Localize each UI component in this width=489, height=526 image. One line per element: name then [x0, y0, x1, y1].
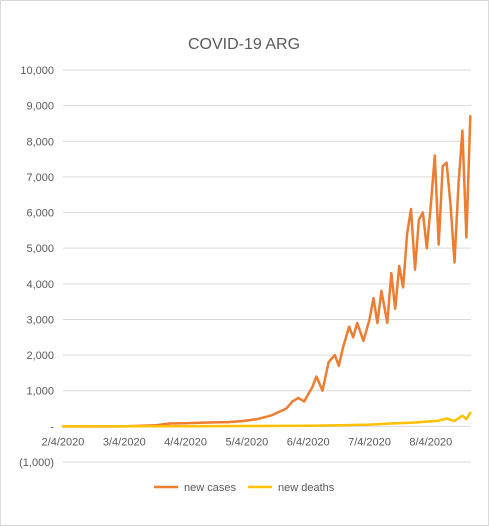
y-tick-label: 10,000 [20, 65, 54, 77]
x-tick-label: 4/4/2020 [164, 436, 207, 448]
x-tick-label: 8/4/2020 [409, 436, 452, 448]
legend-label: new deaths [278, 482, 335, 494]
series-line-new-deaths [61, 411, 472, 428]
y-tick-label: (1,000) [19, 457, 54, 469]
legend-label: new cases [184, 482, 236, 494]
y-tick-label: 5,000 [26, 243, 54, 255]
y-tick-label: 1,000 [26, 386, 54, 398]
y-tick-label: 9,000 [26, 101, 54, 113]
y-tick-label: - [50, 421, 54, 433]
y-tick-label: 6,000 [26, 208, 54, 220]
x-tick-label: 5/4/2020 [225, 436, 268, 448]
y-tick-label: 4,000 [26, 279, 54, 291]
x-tick-label: 3/4/2020 [103, 436, 146, 448]
x-tick-label: 7/4/2020 [348, 436, 391, 448]
y-tick-label: 2,000 [26, 350, 54, 362]
y-tick-label: 8,000 [26, 136, 54, 148]
y-tick-label: 3,000 [26, 314, 54, 326]
x-tick-label: 2/4/2020 [42, 436, 85, 448]
x-tick-label: 6/4/2020 [287, 436, 330, 448]
chart-title: COVID-19 ARG [188, 36, 300, 53]
series-line-new-cases [61, 115, 472, 428]
y-tick-label: 7,000 [26, 172, 54, 184]
